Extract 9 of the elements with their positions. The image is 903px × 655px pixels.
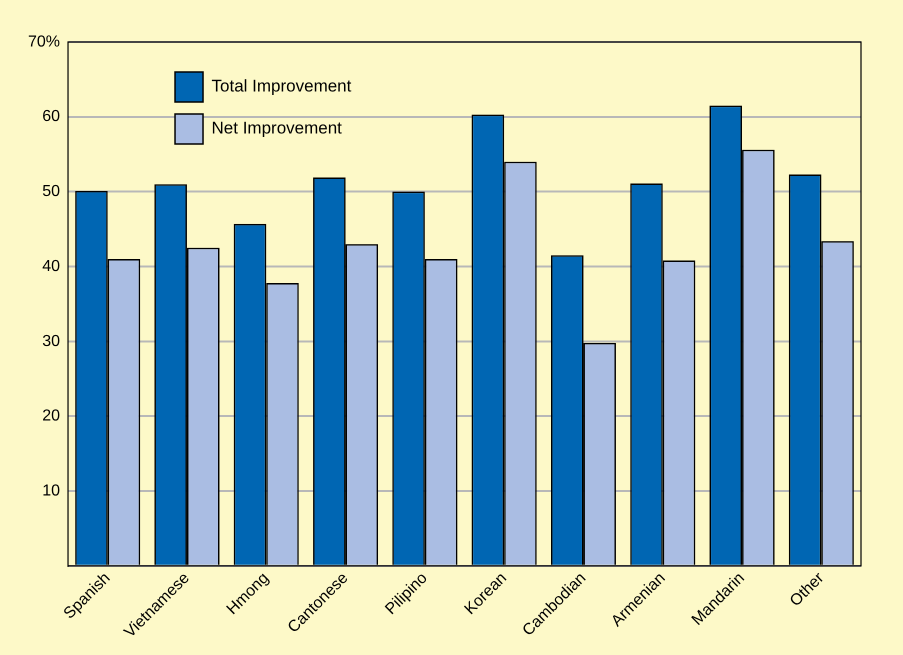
legend-label: Net Improvement bbox=[212, 118, 342, 138]
y-tick-label: 10 bbox=[42, 482, 60, 500]
legend-label: Total Improvement bbox=[212, 76, 352, 96]
y-tick-label: 40 bbox=[42, 258, 60, 275]
y-tick-label: 60 bbox=[42, 108, 60, 126]
y-tick-label: 30 bbox=[42, 332, 60, 350]
y-tick-label: 20 bbox=[42, 408, 60, 425]
y-tick-label: 50 bbox=[42, 183, 60, 200]
y-tick-label: 70% bbox=[28, 33, 60, 50]
